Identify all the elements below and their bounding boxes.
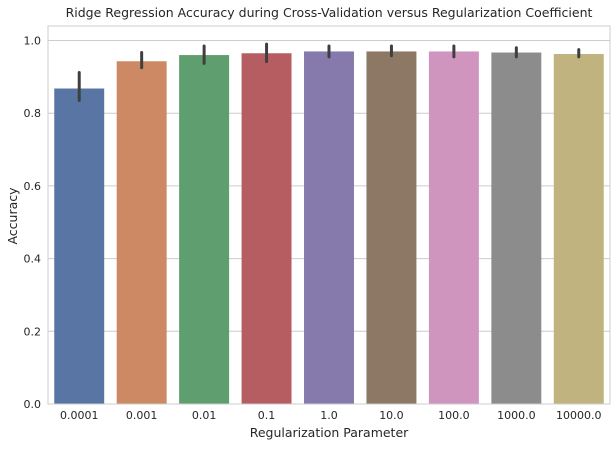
y-tick-label: 0.0 [24,398,42,411]
bar-10.0 [366,51,417,404]
bar-10000.0 [553,53,604,404]
bar-0.0001 [54,88,105,404]
y-tick-label: 0.8 [24,107,42,120]
x-tick-label: 10000.0 [556,409,602,422]
x-tick-label: 0.1 [258,409,276,422]
x-axis-label: Regularization Parameter [250,425,409,440]
x-tick-label: 0.001 [126,409,158,422]
plot-frame [47,25,611,405]
y-tick-labels: 0.0 0.2 0.4 0.6 0.8 1.0 [24,35,42,411]
chart-title: Ridge Regression Accuracy during Cross-V… [66,5,593,20]
y-tick-label: 0.2 [24,325,42,338]
x-tick-label: 10.0 [379,409,404,422]
y-axis-label: Accuracy [5,187,20,245]
x-tick-label: 100.0 [438,409,470,422]
x-tick-label: 0.01 [192,409,217,422]
bar-1.0 [304,51,354,404]
bar-0.01 [179,55,230,404]
bar-0.1 [241,53,292,405]
bar-1000.0 [491,52,542,405]
bars [54,51,604,405]
y-tick-label: 1.0 [24,35,42,48]
bar-100.0 [428,51,479,404]
error-bars [77,42,581,103]
y-tick-label: 0.4 [24,253,42,266]
x-tick-label: 0.0001 [60,409,99,422]
x-tick-labels: 0.0001 0.001 0.01 0.1 1.0 10.0 100.0 1000.0 1000… [60,409,602,422]
y-tick-label: 0.6 [24,180,42,193]
bar-0.001 [116,61,167,404]
x-tick-label: 1.0 [320,409,338,422]
x-tick-label: 1000.0 [497,409,536,422]
